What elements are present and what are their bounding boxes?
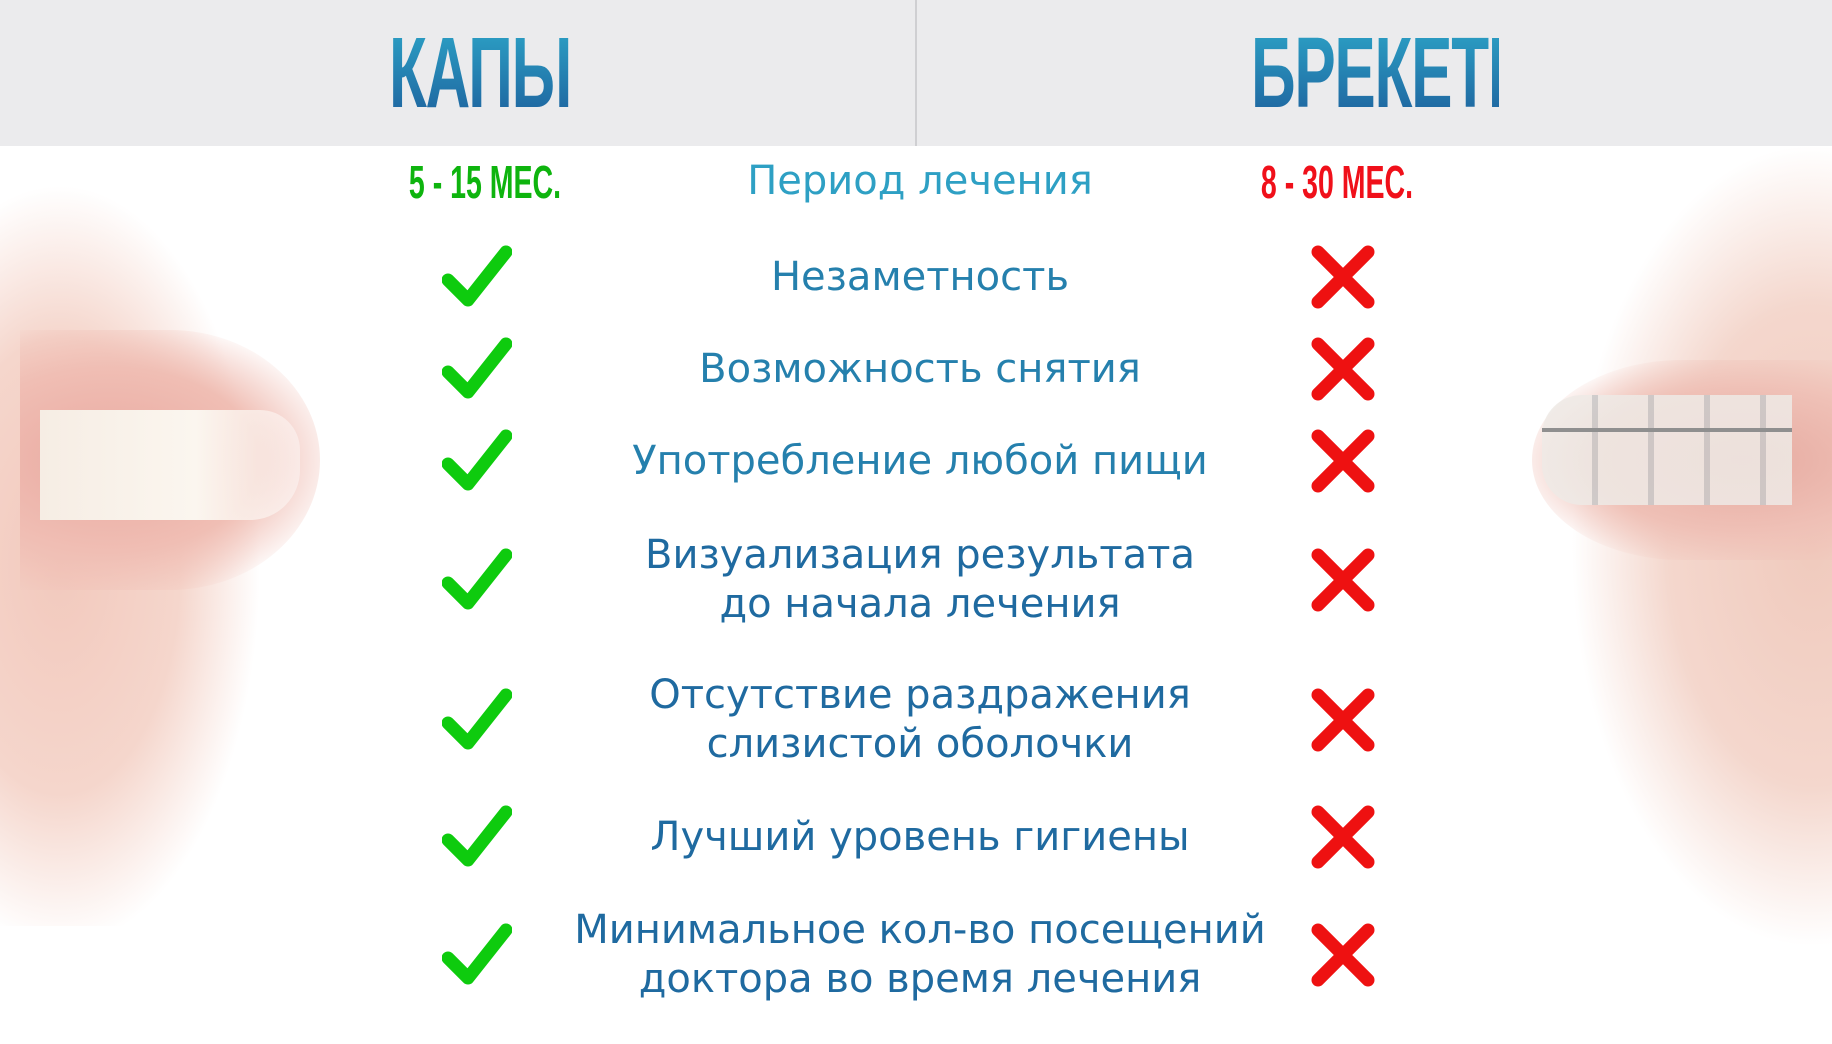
check-icon — [441, 920, 513, 990]
teeth-aligners-image — [40, 410, 300, 520]
cross-icon — [1308, 920, 1378, 990]
header-divider — [915, 0, 917, 146]
cross-icon — [1308, 802, 1378, 872]
cross-icon — [1308, 426, 1378, 496]
aligners-title: КАПЫ — [356, 18, 604, 128]
aligners-period: 5 - 15 МЕС. — [408, 156, 562, 208]
row-label: Возможность снятия — [699, 345, 1141, 392]
row-label: Употребление любой пищи — [632, 437, 1208, 484]
braces-title: БРЕКЕТЫ — [1251, 17, 1549, 129]
check-icon — [441, 685, 513, 755]
row-label: Лучший уровень гигиены — [650, 813, 1190, 860]
cross-icon — [1308, 545, 1378, 615]
check-icon — [441, 242, 513, 312]
check-icon — [441, 334, 513, 404]
header: КАПЫ БРЕКЕТЫ — [0, 0, 1832, 146]
teeth-braces-image — [1542, 395, 1792, 505]
cross-icon — [1308, 685, 1378, 755]
period-label: Период лечения — [747, 158, 1093, 204]
braces-period: 8 - 30 МЕС. — [1260, 156, 1414, 208]
check-icon — [441, 802, 513, 872]
check-icon — [441, 426, 513, 496]
row-label: Минимальное кол-во посещений доктора во … — [574, 907, 1266, 1002]
check-icon — [441, 545, 513, 615]
row-label: Визуализация результата до начала лечени… — [645, 532, 1195, 627]
cross-icon — [1308, 242, 1378, 312]
braces-wire-image — [1542, 428, 1792, 432]
row-label: Отсутствие раздражения слизистой оболочк… — [649, 672, 1191, 767]
row-label: Незаметность — [770, 253, 1070, 300]
cross-icon — [1308, 334, 1378, 404]
